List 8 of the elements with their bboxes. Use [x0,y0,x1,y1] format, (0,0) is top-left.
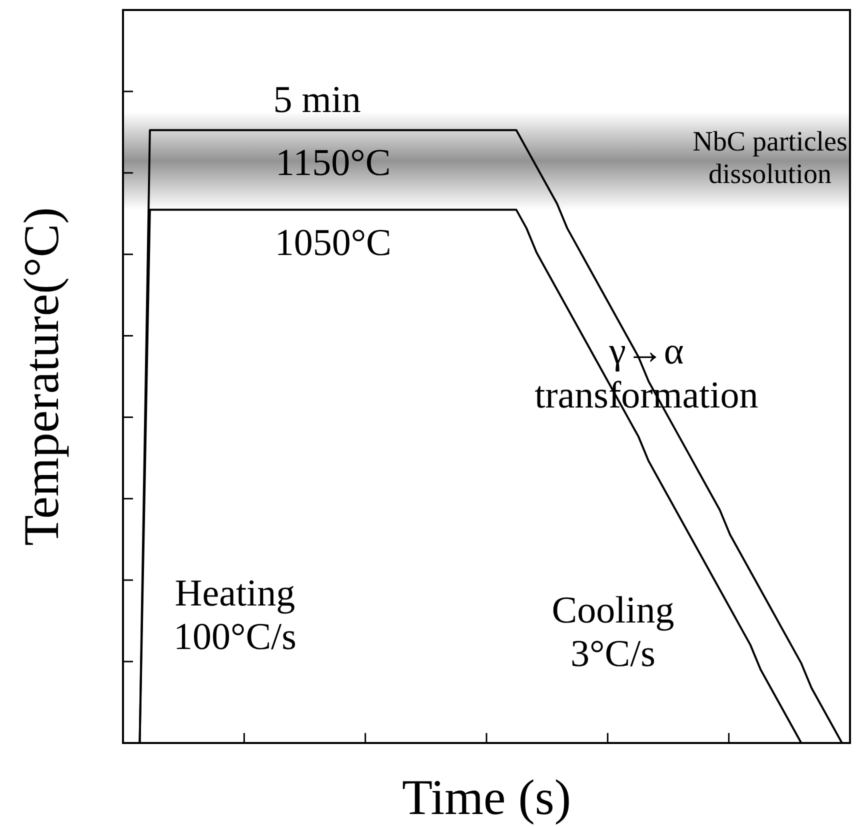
series-label: 1150°C [276,142,391,184]
annotation: Cooling 3°C/s [552,589,674,675]
series-label: 1050°C [274,222,392,264]
band-label: NbC particles dissolution [692,127,848,190]
x-axis-title: Time (s) [402,769,572,825]
annotation: Heating 100°C/s [174,572,296,658]
y-axis-title: Temperature(°C) [13,207,69,546]
text: 5 min [273,78,361,121]
